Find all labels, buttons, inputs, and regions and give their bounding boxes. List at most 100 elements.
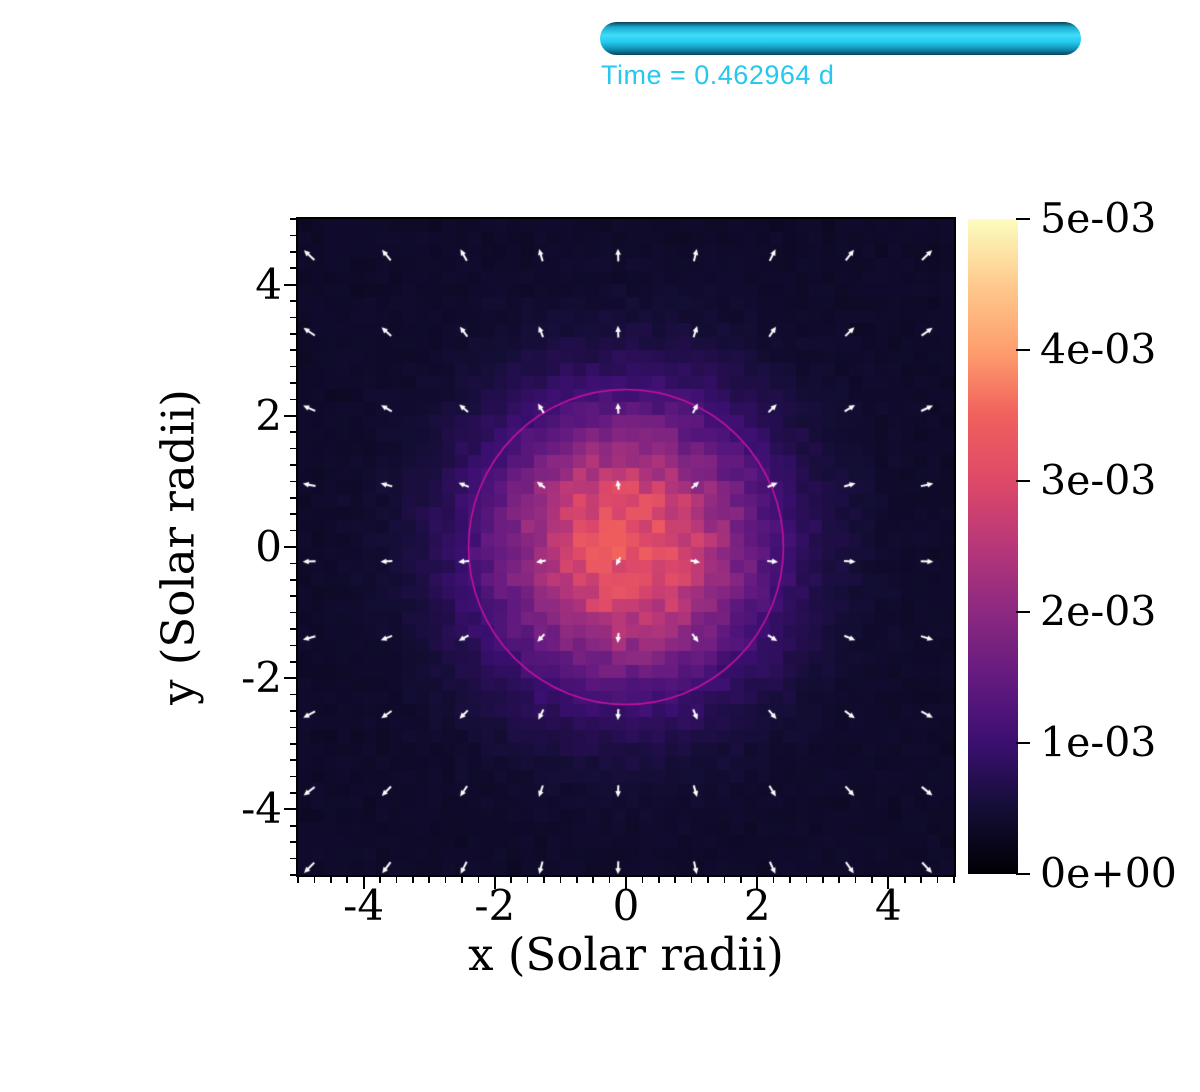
x-axis-tick (936, 877, 939, 883)
y-axis-tick (290, 644, 296, 647)
y-axis-tick (290, 759, 296, 761)
y-axis-tick (290, 661, 296, 663)
x-axis-tick (477, 877, 480, 883)
x-axis-tick (904, 877, 906, 883)
colorbar-tick-label: 2e-03 (1040, 587, 1157, 636)
y-axis-tick (290, 841, 296, 843)
x-axis-tick (690, 877, 693, 883)
x-axis-tick (608, 877, 611, 883)
y-axis-tick (290, 300, 296, 302)
y-axis-tick (290, 464, 296, 466)
x-axis-tick (592, 877, 594, 883)
x-tick-label: 2 (743, 881, 771, 930)
colorbar-tick (1016, 873, 1030, 875)
y-tick-label: 4 (255, 259, 282, 309)
x-axis-tick (526, 877, 529, 883)
y-axis-tick (290, 611, 296, 614)
x-axis-tick (461, 877, 463, 883)
colorbar-tick-label: 5e-03 (1040, 194, 1157, 243)
x-tick-label: -2 (474, 881, 516, 930)
y-axis-tick (290, 595, 296, 597)
y-axis-tick (290, 775, 296, 778)
y-tick-label: 0 (255, 521, 282, 571)
y-axis-tick (284, 546, 296, 548)
x-axis-tick (953, 877, 955, 883)
y-axis-tick (290, 316, 296, 319)
x-axis-tick (543, 877, 545, 883)
x-axis-tick (756, 877, 759, 889)
x-axis-tick (723, 877, 726, 883)
colorbar-tick (1016, 742, 1030, 744)
x-axis-tick (674, 877, 676, 883)
y-axis-tick (290, 431, 296, 433)
y-axis-tick (290, 251, 296, 253)
y-axis-tick (290, 497, 296, 499)
x-axis-tick (805, 877, 808, 883)
y-axis-tick (290, 218, 296, 220)
colorbar-tick (1016, 611, 1030, 613)
x-tick-label: -4 (343, 881, 385, 930)
time-slider-label: Time = 0.462964 d (601, 60, 835, 90)
y-axis-tick (290, 857, 296, 860)
x-axis-tick (362, 877, 365, 889)
x-axis-ticks (297, 877, 955, 891)
x-axis-tick (428, 877, 430, 883)
plot-frame (296, 217, 956, 877)
x-axis-tick (346, 877, 348, 883)
x-axis-tick (493, 877, 496, 889)
x-axis-tick (379, 877, 381, 883)
x-axis-tick (510, 877, 512, 883)
colorbar-tick-label: 3e-03 (1040, 456, 1157, 505)
x-axis-tick (772, 877, 775, 883)
y-axis-tick (290, 529, 296, 532)
y-axis-tick (290, 579, 296, 581)
y-axis-tick (290, 710, 296, 712)
y-axis-tick (290, 447, 296, 450)
x-axis-tick (576, 877, 578, 883)
x-axis-tick (822, 877, 824, 883)
colorbar-tick-label: 0e+00 (1040, 849, 1177, 898)
y-axis-tick (290, 628, 296, 630)
x-axis-tick (854, 877, 857, 883)
y-axis-tick (290, 480, 296, 483)
y-axis-tick (290, 562, 296, 565)
y-axis-tick (290, 874, 296, 876)
colorbar (968, 219, 1018, 874)
x-axis-title: x (Solar radii) (468, 928, 784, 981)
y-axis-tick (290, 365, 296, 368)
colorbar-tick-label: 1e-03 (1040, 718, 1157, 767)
y-axis-tick (290, 267, 296, 269)
y-tick-label: -4 (241, 784, 282, 834)
y-axis-tick (290, 792, 296, 794)
colorbar-tick (1016, 349, 1030, 351)
y-axis-tick (290, 743, 296, 745)
x-axis-tick (297, 877, 299, 883)
y-axis-tick (290, 349, 296, 351)
y-axis-tick (284, 677, 296, 680)
y-axis-tick (284, 808, 296, 811)
y-axis-ticks (284, 218, 296, 876)
x-axis-tick (330, 877, 332, 883)
heatmap-canvas (298, 219, 954, 875)
x-axis-tick (559, 877, 562, 883)
y-axis-tick (290, 726, 296, 729)
x-axis-tick (444, 877, 447, 883)
x-axis-tick (412, 877, 414, 883)
y-axis-tick (290, 234, 296, 237)
y-axis-tick (290, 382, 296, 384)
x-axis-tick (395, 877, 398, 883)
y-axis-tick (284, 283, 296, 286)
y-axis-tick (290, 513, 296, 515)
x-axis-tick (887, 877, 890, 889)
x-axis-tick (740, 877, 742, 883)
x-tick-label: 4 (875, 881, 902, 930)
colorbar-tick-label: 4e-03 (1040, 325, 1157, 374)
y-axis-tick (284, 414, 296, 417)
x-axis-tick (871, 877, 873, 883)
y-axis-title: y (Solar radii) (151, 389, 205, 705)
x-axis-tick (658, 877, 660, 883)
y-axis-tick (290, 825, 296, 827)
time-slider-track[interactable] (600, 22, 1081, 55)
x-axis-tick (838, 877, 840, 883)
